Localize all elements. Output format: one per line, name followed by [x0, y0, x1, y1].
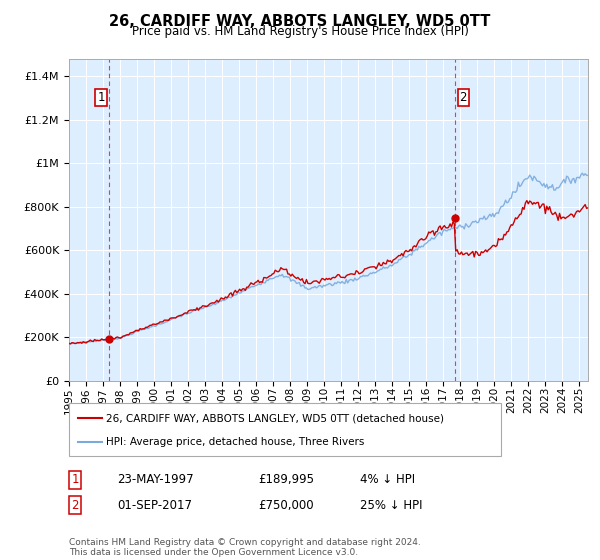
Text: 1: 1	[71, 473, 79, 487]
Text: 26, CARDIFF WAY, ABBOTS LANGLEY, WD5 0TT (detached house): 26, CARDIFF WAY, ABBOTS LANGLEY, WD5 0TT…	[106, 413, 444, 423]
Text: £750,000: £750,000	[258, 498, 314, 512]
Text: Contains HM Land Registry data © Crown copyright and database right 2024.
This d: Contains HM Land Registry data © Crown c…	[69, 538, 421, 557]
Text: 2: 2	[460, 91, 467, 104]
Text: 25% ↓ HPI: 25% ↓ HPI	[360, 498, 422, 512]
Text: 2: 2	[71, 498, 79, 512]
Text: 4% ↓ HPI: 4% ↓ HPI	[360, 473, 415, 487]
Text: 1: 1	[97, 91, 105, 104]
Text: Price paid vs. HM Land Registry's House Price Index (HPI): Price paid vs. HM Land Registry's House …	[131, 25, 469, 38]
Text: 23-MAY-1997: 23-MAY-1997	[117, 473, 194, 487]
Text: 01-SEP-2017: 01-SEP-2017	[117, 498, 192, 512]
Text: HPI: Average price, detached house, Three Rivers: HPI: Average price, detached house, Thre…	[106, 436, 365, 446]
Text: 26, CARDIFF WAY, ABBOTS LANGLEY, WD5 0TT: 26, CARDIFF WAY, ABBOTS LANGLEY, WD5 0TT	[109, 14, 491, 29]
Text: £189,995: £189,995	[258, 473, 314, 487]
